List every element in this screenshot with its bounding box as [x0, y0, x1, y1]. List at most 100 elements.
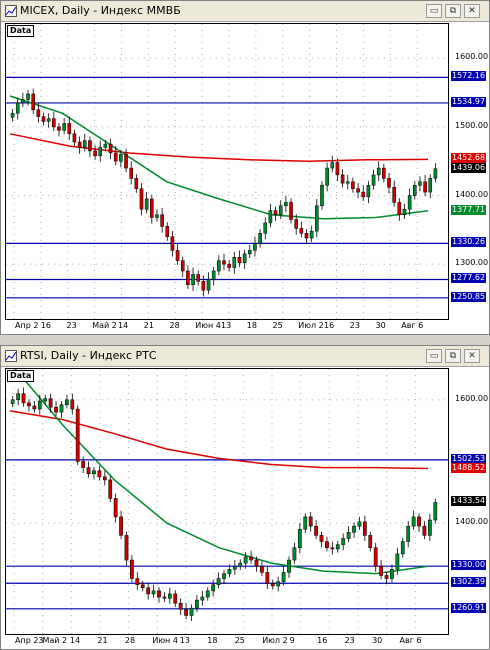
level-price-label: 1488.52: [451, 462, 487, 473]
candle-body: [26, 93, 30, 100]
date-tick-label: 23: [344, 636, 355, 645]
price-tick-label: 1600.00: [455, 393, 489, 403]
candle-body: [412, 184, 417, 196]
candle-body: [411, 516, 416, 527]
candle-body: [270, 583, 275, 587]
micex-plot-area[interactable]: Data: [5, 23, 449, 320]
price-tick-label: 1300.00: [455, 258, 489, 268]
restore-button[interactable]: ⧉: [445, 4, 461, 18]
candle-body: [351, 181, 355, 189]
candle-body: [309, 230, 314, 239]
chart-icon: [5, 5, 17, 17]
candle-body: [392, 187, 396, 203]
date-tick-label: 30: [372, 636, 383, 645]
candle-body: [417, 516, 421, 527]
candle-body: [281, 572, 286, 582]
rtsi-title-bar[interactable]: RTSI, Daily - Индекс РТС ▭ ⧉ ✕: [1, 346, 489, 367]
date-tick-label: 21: [97, 636, 108, 645]
price-tick-label: 1400.00: [455, 189, 489, 199]
date-tick-label: 28: [169, 321, 180, 330]
candle-body: [368, 535, 373, 548]
candle-body: [103, 143, 108, 148]
date-tick-label: 28: [124, 636, 136, 645]
candle-body: [113, 498, 118, 518]
candle-body: [366, 184, 371, 198]
candle-body: [36, 109, 41, 117]
date-tick-label: Апр 2: [15, 321, 39, 330]
candle-body: [292, 547, 297, 561]
candle-body: [356, 188, 360, 193]
candle-body: [41, 116, 46, 122]
candle-body: [325, 167, 329, 186]
date-tick-label: 14: [118, 321, 129, 330]
candle-body: [407, 195, 412, 210]
date-tick-label: 16: [324, 321, 335, 330]
candle-body: [189, 607, 194, 616]
candle-body: [217, 260, 221, 272]
candle-body: [278, 205, 283, 215]
candle-body: [287, 559, 291, 573]
candle-body: [427, 519, 432, 536]
candle-body: [238, 562, 243, 567]
date-tick-label: 21: [143, 321, 154, 330]
candle-body: [108, 479, 113, 499]
candle-body: [16, 393, 21, 401]
candle-body: [151, 590, 156, 595]
window-title: MICEX, Daily - Индекс ММВБ: [20, 4, 181, 17]
candle-body: [258, 232, 262, 244]
minimize-button[interactable]: ▭: [426, 349, 442, 363]
candle-body: [423, 181, 427, 193]
candle-body: [276, 581, 281, 587]
candle-body: [27, 402, 31, 407]
micex-candlestick-chart: [6, 24, 448, 319]
date-tick-label: 30: [375, 321, 386, 330]
candle-body: [243, 556, 248, 564]
candle-body: [320, 184, 324, 207]
candle-body: [157, 590, 161, 598]
candle-body: [361, 191, 366, 198]
level-price-label: 1330.26: [451, 237, 487, 248]
candle-body: [395, 553, 400, 570]
micex-price-axis: 1600.00 1500.00 1400.00 1300.00 1572.16 1534.…: [449, 23, 489, 320]
candle-body: [346, 532, 351, 539]
rtsi-plot-area[interactable]: Data: [5, 368, 449, 635]
date-tick-label: Июл 2: [298, 321, 324, 330]
minimize-button[interactable]: ▭: [426, 4, 442, 18]
micex-date-axis: Апр 2 16 23 Май 2 14 21 28 Июн 4 13 18 25 Июл 2 16 23…: [5, 320, 449, 334]
micex-chart-window[interactable]: MICEX, Daily - Индекс ММВБ ▭ ⧉ ✕ Data 16…: [0, 0, 490, 335]
close-button[interactable]: ✕: [464, 4, 480, 18]
candle-body: [242, 253, 247, 263]
candle-body: [362, 521, 367, 536]
date-tick-label: 13: [221, 321, 232, 330]
level-price-label: 1302.39: [451, 577, 487, 588]
candle-body: [139, 188, 144, 210]
date-tick-label: 14: [69, 636, 81, 645]
data-label: Data: [7, 370, 35, 382]
candle-body: [180, 260, 185, 272]
candle-body: [297, 528, 302, 548]
candle-body: [108, 143, 113, 154]
candle-body: [232, 257, 237, 268]
candle-body: [88, 140, 92, 152]
candle-body: [134, 178, 139, 189]
candle-body: [62, 123, 66, 131]
candle-body: [32, 405, 37, 410]
rtsi-chart-window[interactable]: RTSI, Daily - Индекс РТС ▭ ⧉ ✕ Data 1600…: [0, 345, 490, 650]
candle-body: [433, 502, 438, 521]
candle-body: [10, 112, 15, 118]
restore-button[interactable]: ⧉: [445, 349, 461, 363]
candle-body: [340, 174, 345, 184]
date-tick-label: 18: [207, 636, 218, 645]
candle-body: [247, 250, 252, 255]
candle-body: [102, 476, 107, 481]
micex-title-bar[interactable]: MICEX, Daily - Индекс ММВБ ▭ ⧉ ✕: [1, 1, 489, 22]
date-tick-label: Июн 4: [195, 321, 221, 330]
date-tick-label: Июн 4: [152, 636, 178, 645]
candle-body: [232, 565, 237, 570]
date-tick-label: 16: [317, 636, 328, 645]
candle-body: [319, 535, 324, 542]
candle-body: [65, 399, 69, 405]
close-button[interactable]: ✕: [464, 349, 480, 363]
candle-body: [46, 118, 51, 122]
candle-body: [397, 202, 402, 215]
